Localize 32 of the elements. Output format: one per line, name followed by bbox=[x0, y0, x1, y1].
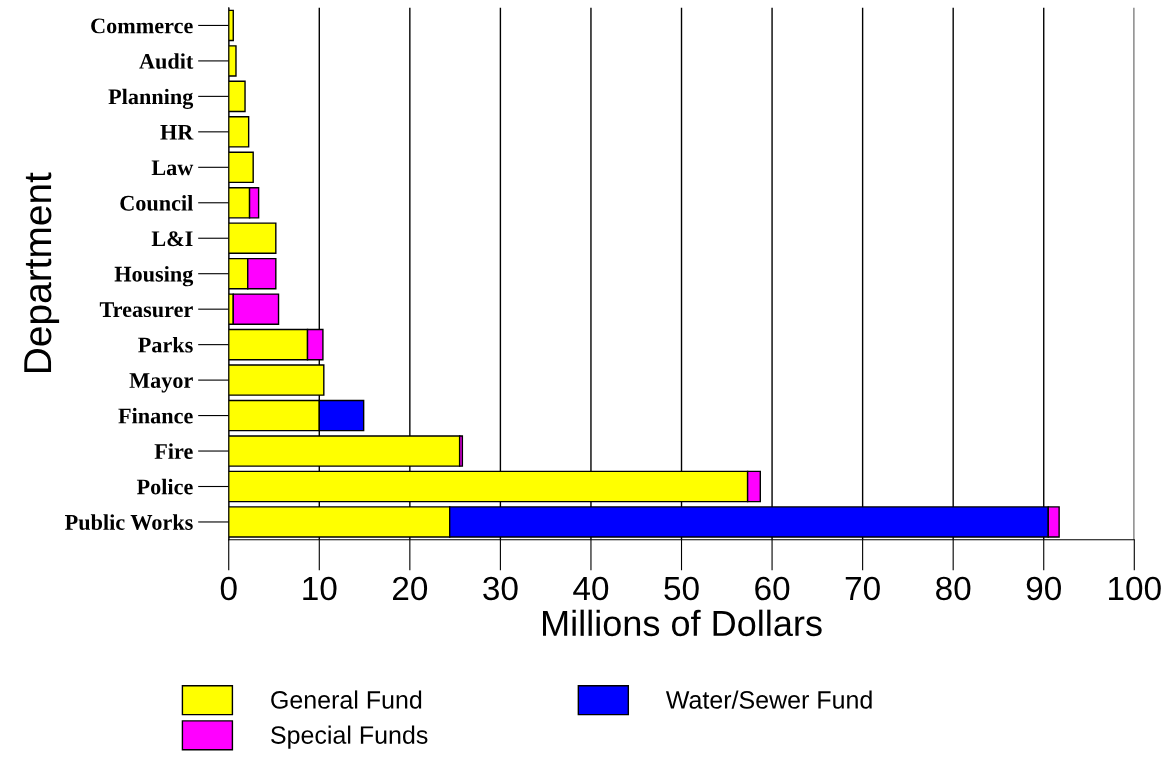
y-tick-label: Public Works bbox=[65, 514, 193, 531]
y-tick-label: Commerce bbox=[91, 18, 193, 34]
y-tick-label: L&I bbox=[151, 231, 193, 247]
bar bbox=[232, 293, 280, 325]
y-tick-label: Mayor bbox=[129, 373, 193, 393]
x-tick-label: 70 bbox=[845, 576, 880, 601]
legend-label: Special Funds bbox=[271, 725, 428, 749]
legend-label: Water/Sewer Fund bbox=[665, 690, 872, 709]
y-tick-label: Treasurer bbox=[99, 302, 193, 318]
x-tick-label: 30 bbox=[483, 576, 518, 601]
x-tick-label: 90 bbox=[1026, 576, 1061, 601]
y-tick-label: Audit bbox=[139, 53, 194, 69]
x-tick-label: 40 bbox=[573, 576, 609, 601]
x-axis-title: Millions of Dollars bbox=[543, 609, 822, 637]
legend-label: General Fund bbox=[271, 690, 422, 709]
y-axis-title: Department bbox=[24, 172, 60, 373]
x-tick-label: 60 bbox=[755, 576, 790, 601]
y-tick-label: Planning bbox=[108, 88, 194, 109]
y-tick-label: Parks bbox=[138, 336, 193, 353]
y-tick-label: Law bbox=[151, 160, 194, 176]
x-tick-label: 10 bbox=[303, 576, 337, 601]
x-tick-label: 0 bbox=[220, 576, 237, 601]
y-tick-label: Finance bbox=[118, 407, 193, 424]
y-tick-label: Police bbox=[136, 478, 193, 495]
x-tick-label: 50 bbox=[664, 576, 699, 601]
x-tick-label: 100 bbox=[1109, 576, 1161, 601]
y-tick-label: Housing bbox=[114, 265, 194, 287]
y-tick-label: HR bbox=[160, 125, 194, 140]
x-tick-label: 20 bbox=[392, 576, 428, 601]
y-tick-label: Fire bbox=[154, 443, 193, 459]
y-tick-label: Council bbox=[120, 195, 193, 211]
x-tick-label: 80 bbox=[936, 576, 971, 601]
